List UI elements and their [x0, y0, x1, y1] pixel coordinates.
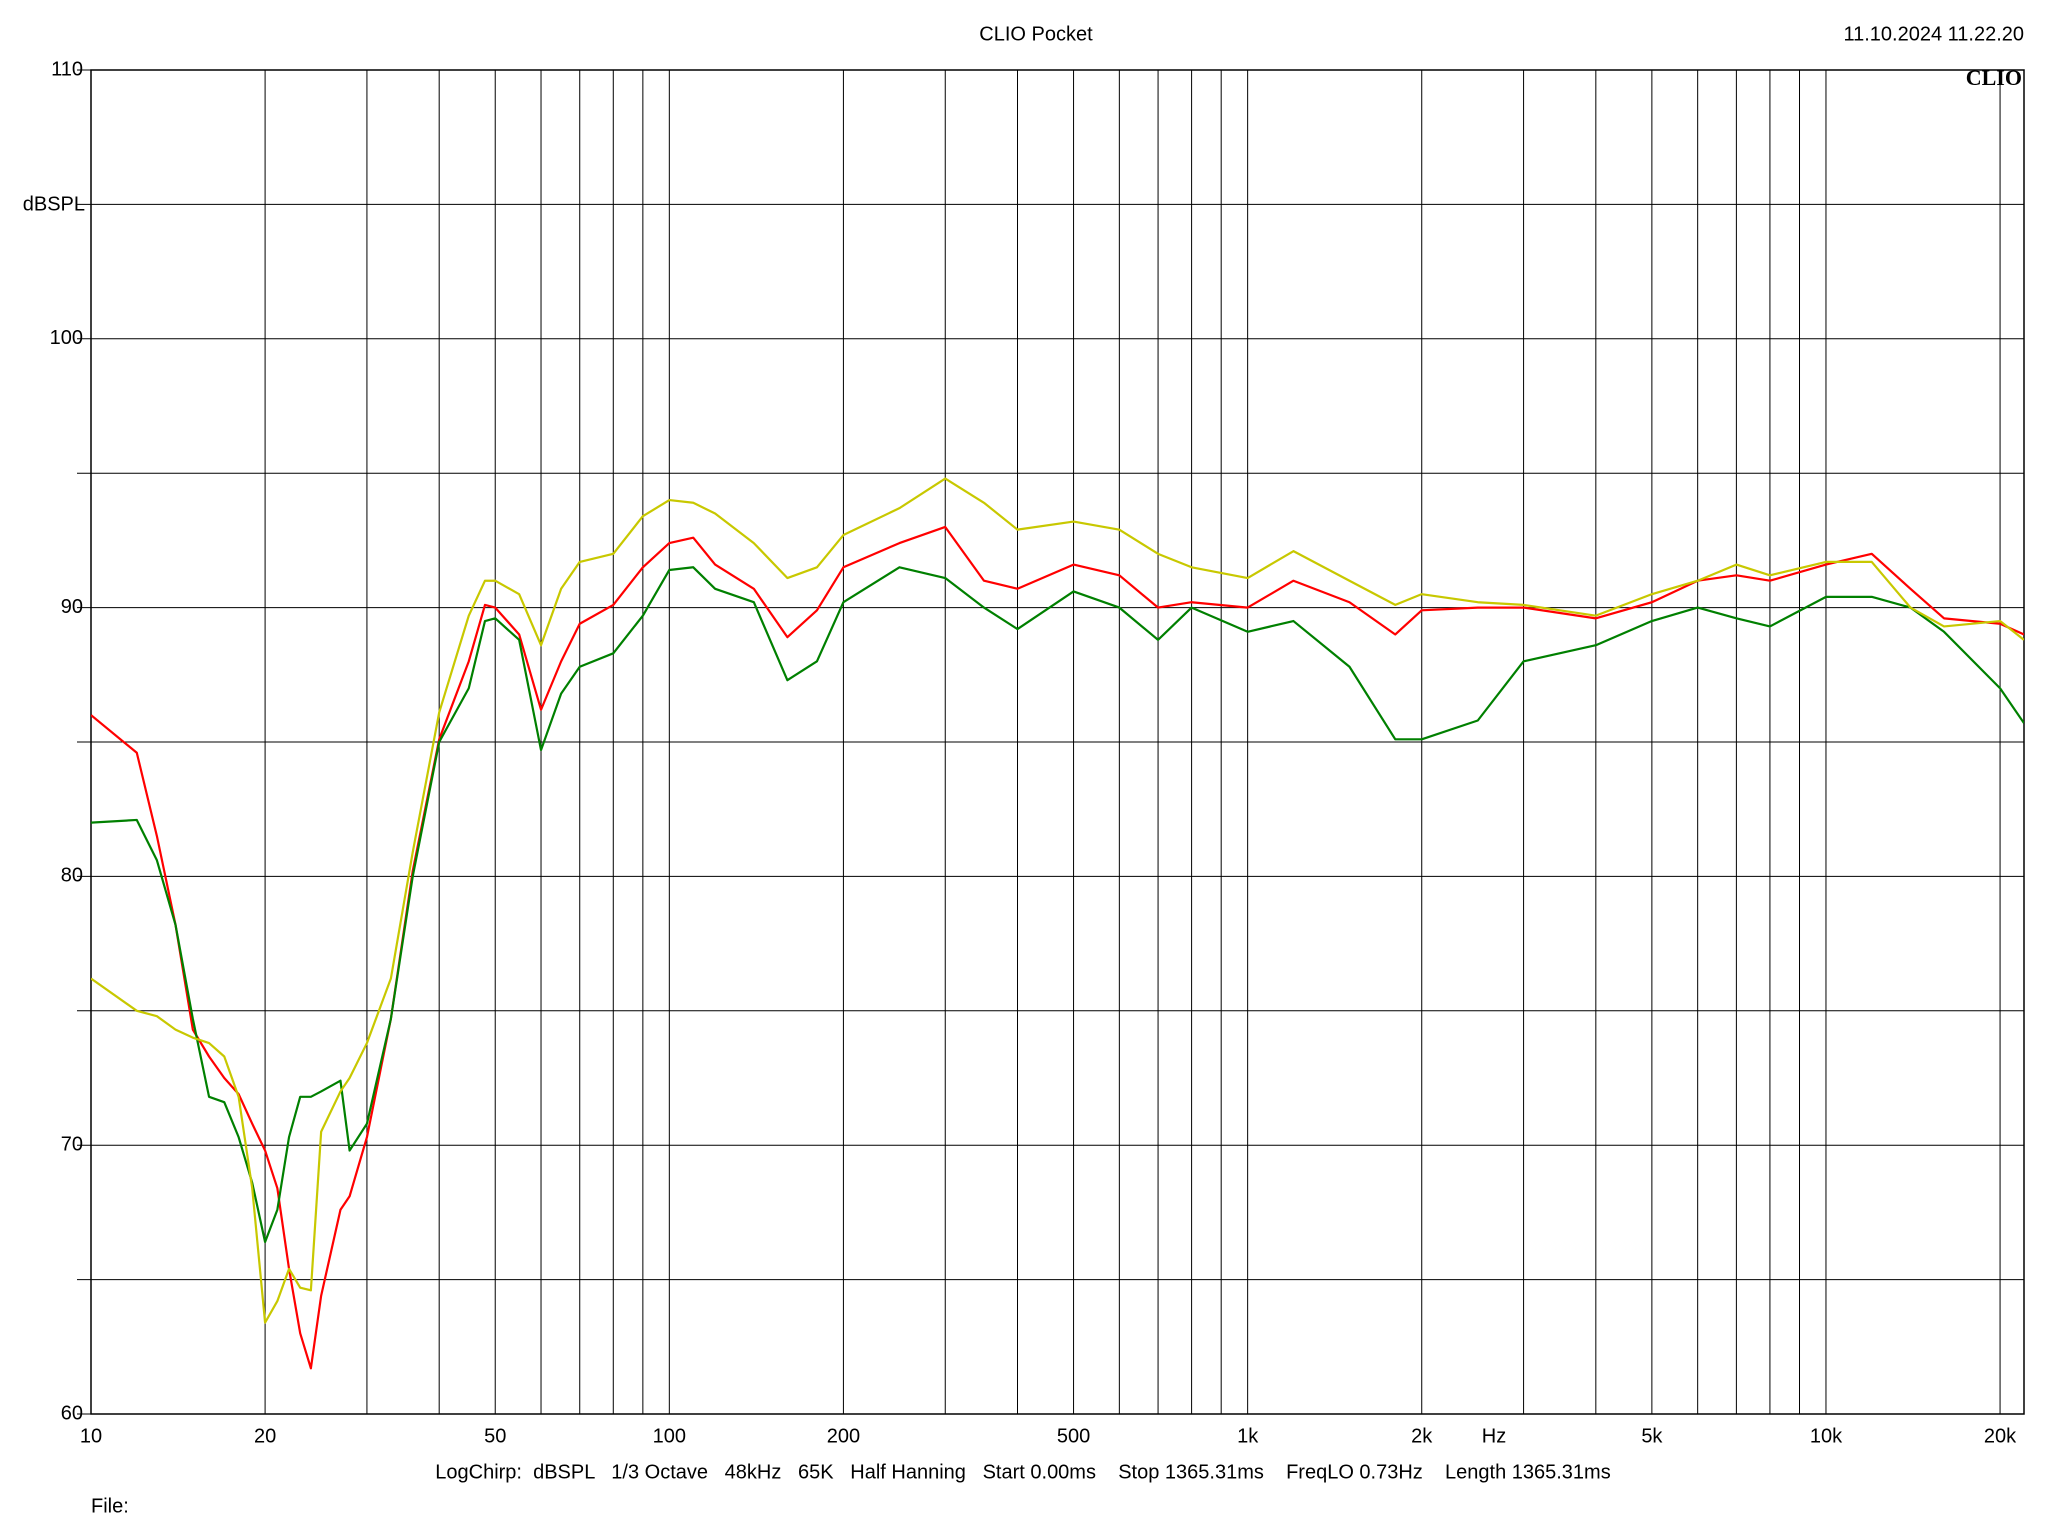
timestamp: 11.10.2024 11.22.20 [1843, 23, 2024, 45]
x-tick-label: 100 [653, 1425, 686, 1447]
y-tick-label: 110 [51, 58, 83, 80]
y-tick-label: 60 [61, 1402, 83, 1424]
x-tick-label: 20k [1984, 1425, 2017, 1447]
plot-frame [90, 69, 2025, 1415]
series-line [91, 566, 2024, 1244]
chart-title: CLIO Pocket [979, 23, 1093, 45]
x-tick-label: 50 [484, 1425, 506, 1447]
x-tick-label: 20 [254, 1425, 276, 1447]
x-tick-label: 2k [1411, 1425, 1433, 1447]
y-tick-label: 90 [61, 596, 83, 618]
y-tick-label: 80 [61, 865, 83, 887]
x-tick-label: 10 [80, 1425, 102, 1447]
x-tick-label: 500 [1057, 1425, 1090, 1447]
x-tick-label: 1k [1237, 1425, 1259, 1447]
file-label: File: [91, 1495, 129, 1517]
x-tick-label: 200 [827, 1425, 860, 1447]
y-tick-label: 100 [50, 327, 83, 349]
settings: LogChirp: dBSPL 1/3 Octave 48kHz 65K Hal… [435, 1461, 1610, 1483]
series-line [91, 477, 2024, 1324]
logo: CLIO [1966, 65, 2022, 90]
y-tick-label: 70 [61, 1133, 83, 1155]
series-line [91, 525, 2024, 1370]
x-tick-label: 10k [1810, 1425, 1843, 1447]
y-axis-label: dBSPL [23, 193, 85, 215]
x-tick-label: 5k [1641, 1425, 1663, 1447]
x-axis-label: Hz [1482, 1425, 1506, 1447]
